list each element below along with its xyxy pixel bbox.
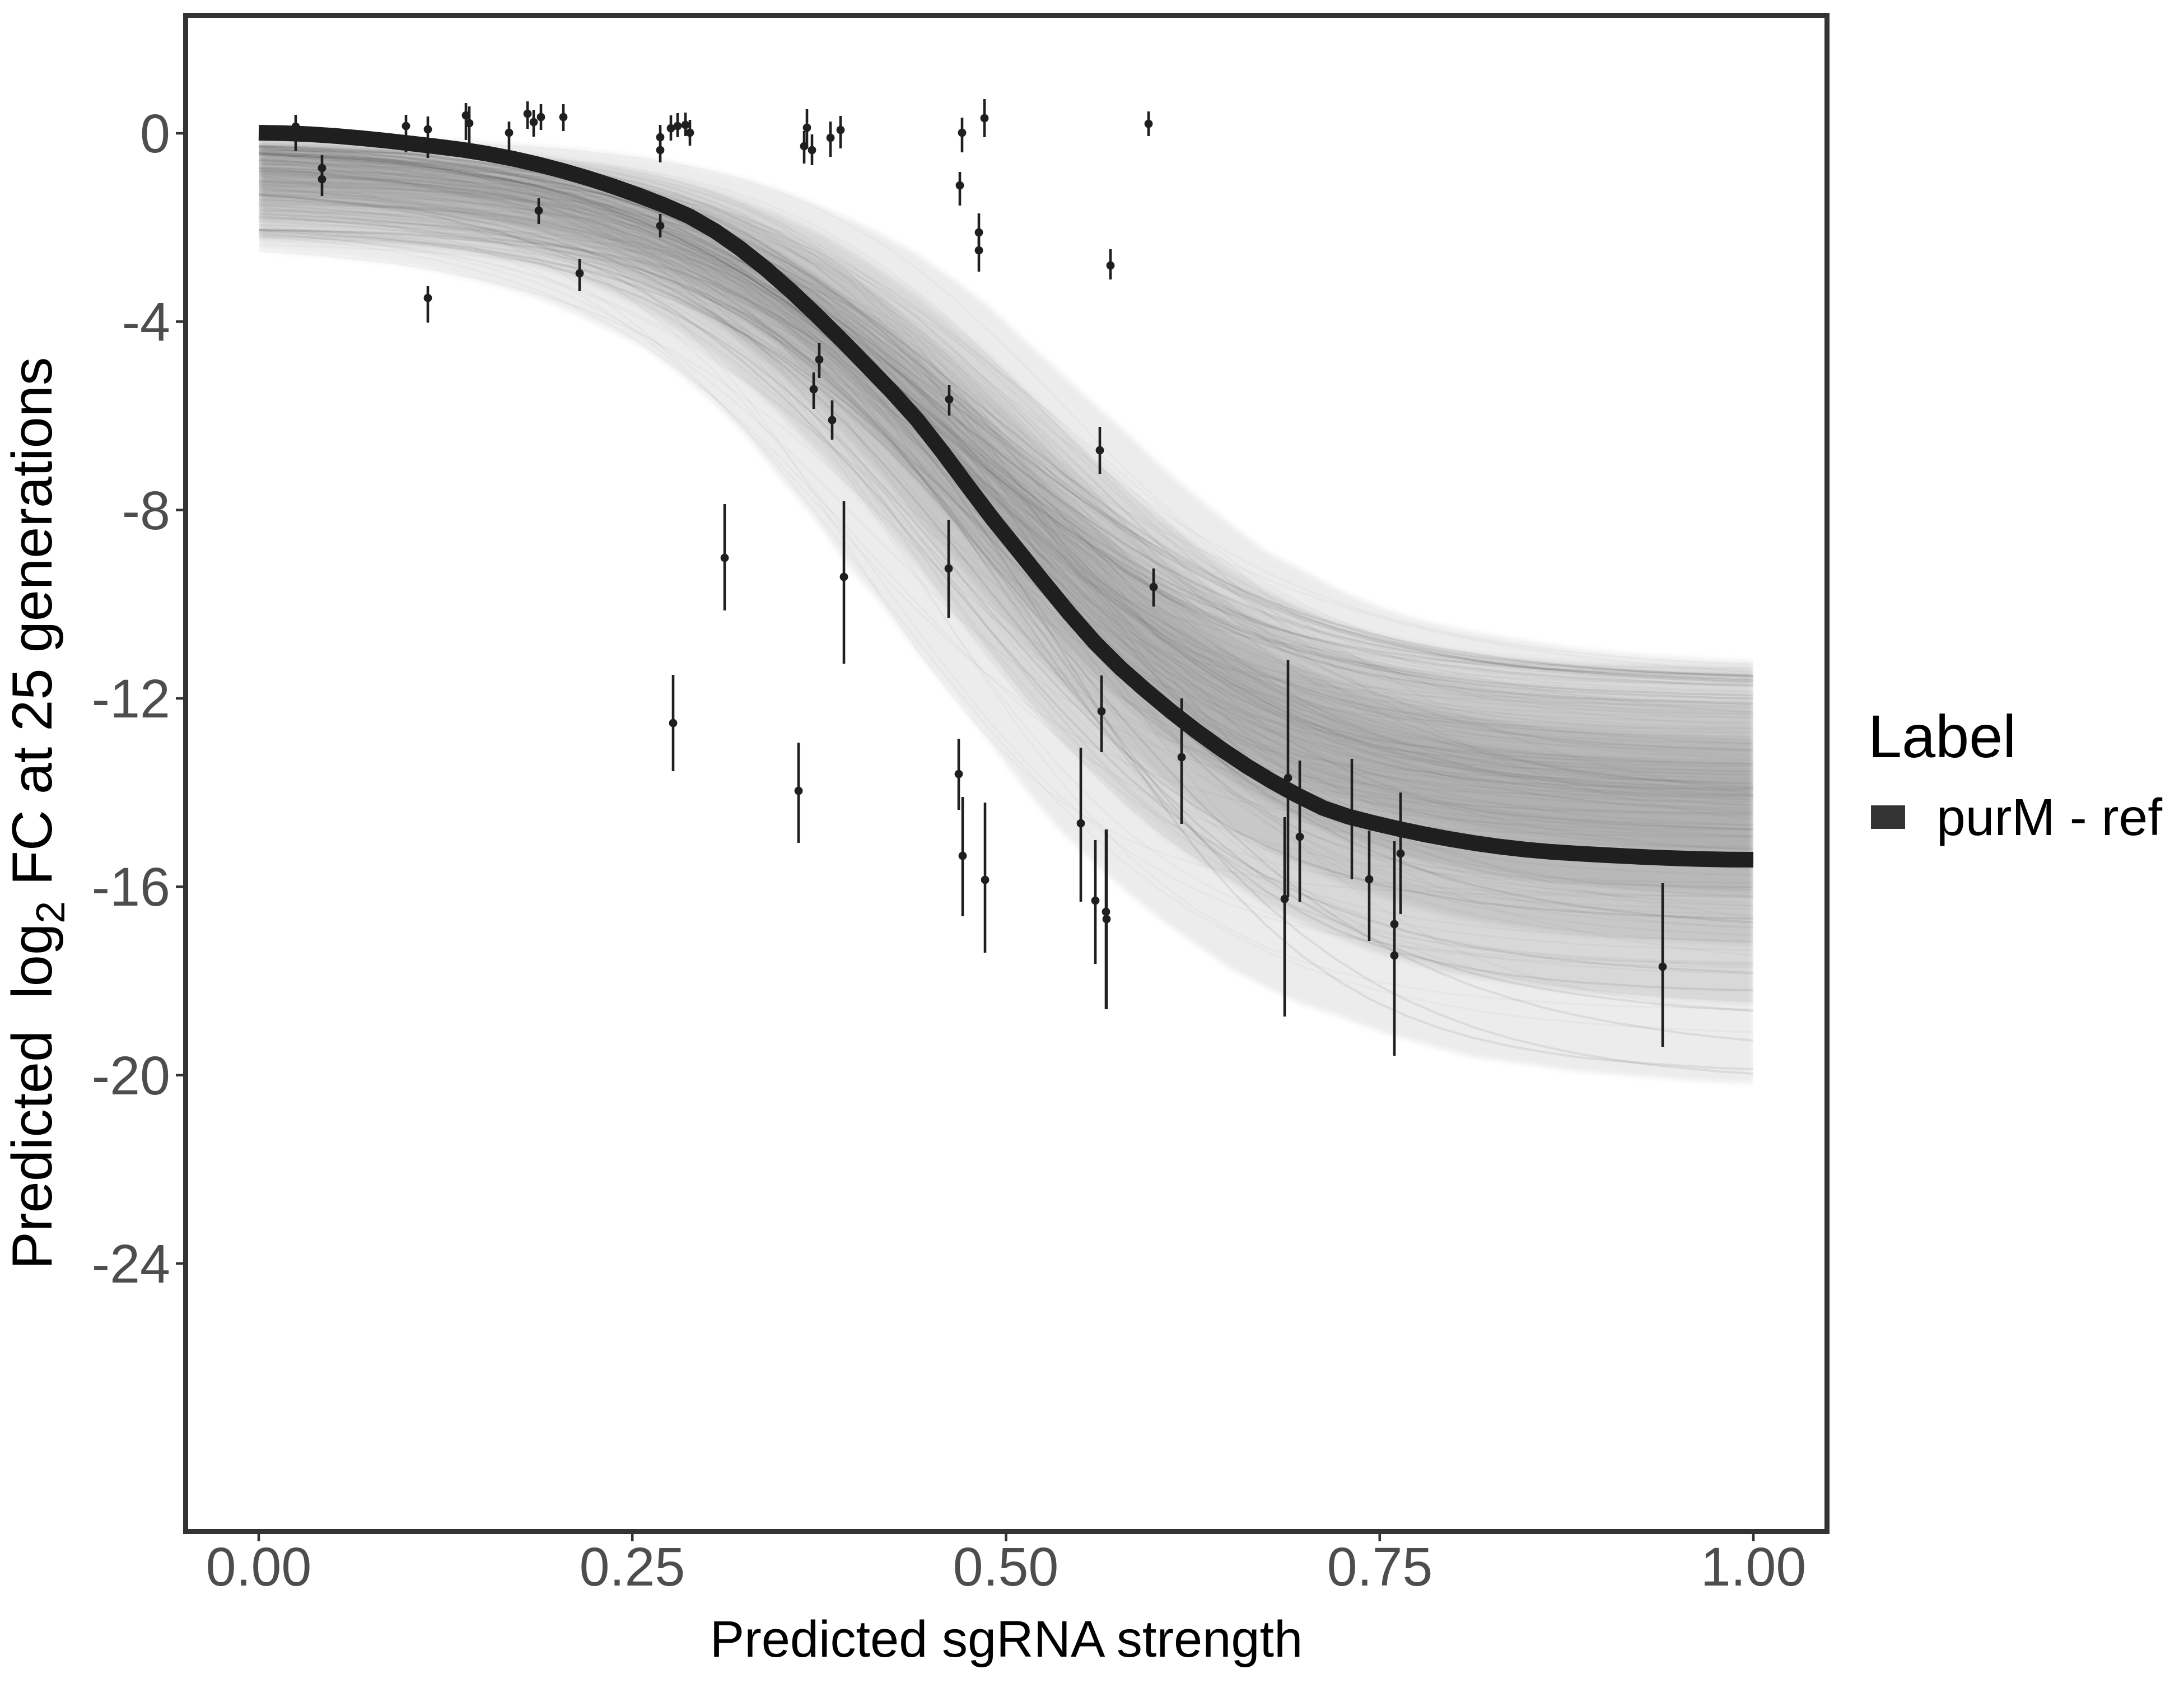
svg-text:Label: Label [1868,702,2016,770]
svg-text:0.25: 0.25 [580,1536,685,1597]
svg-text:-16: -16 [92,856,170,917]
svg-text:0.00: 0.00 [206,1536,312,1597]
svg-text:-24: -24 [92,1233,170,1294]
svg-text:0.50: 0.50 [953,1536,1059,1597]
svg-text:-4: -4 [122,291,170,352]
svg-text:-12: -12 [92,668,170,729]
svg-text:Predicted log2 FC at 25 gener: Predicted log2 FC at 25 generations [1,357,73,1270]
svg-text:0: 0 [140,103,170,164]
svg-text:1.00: 1.00 [1701,1536,1807,1597]
svg-text:purM - ref: purM - ref [1936,788,2162,846]
svg-text:-8: -8 [122,480,170,541]
svg-text:Predicted sgRNA strength: Predicted sgRNA strength [710,1611,1303,1668]
svg-text:-20: -20 [92,1045,170,1106]
svg-text:0.75: 0.75 [1327,1536,1433,1597]
